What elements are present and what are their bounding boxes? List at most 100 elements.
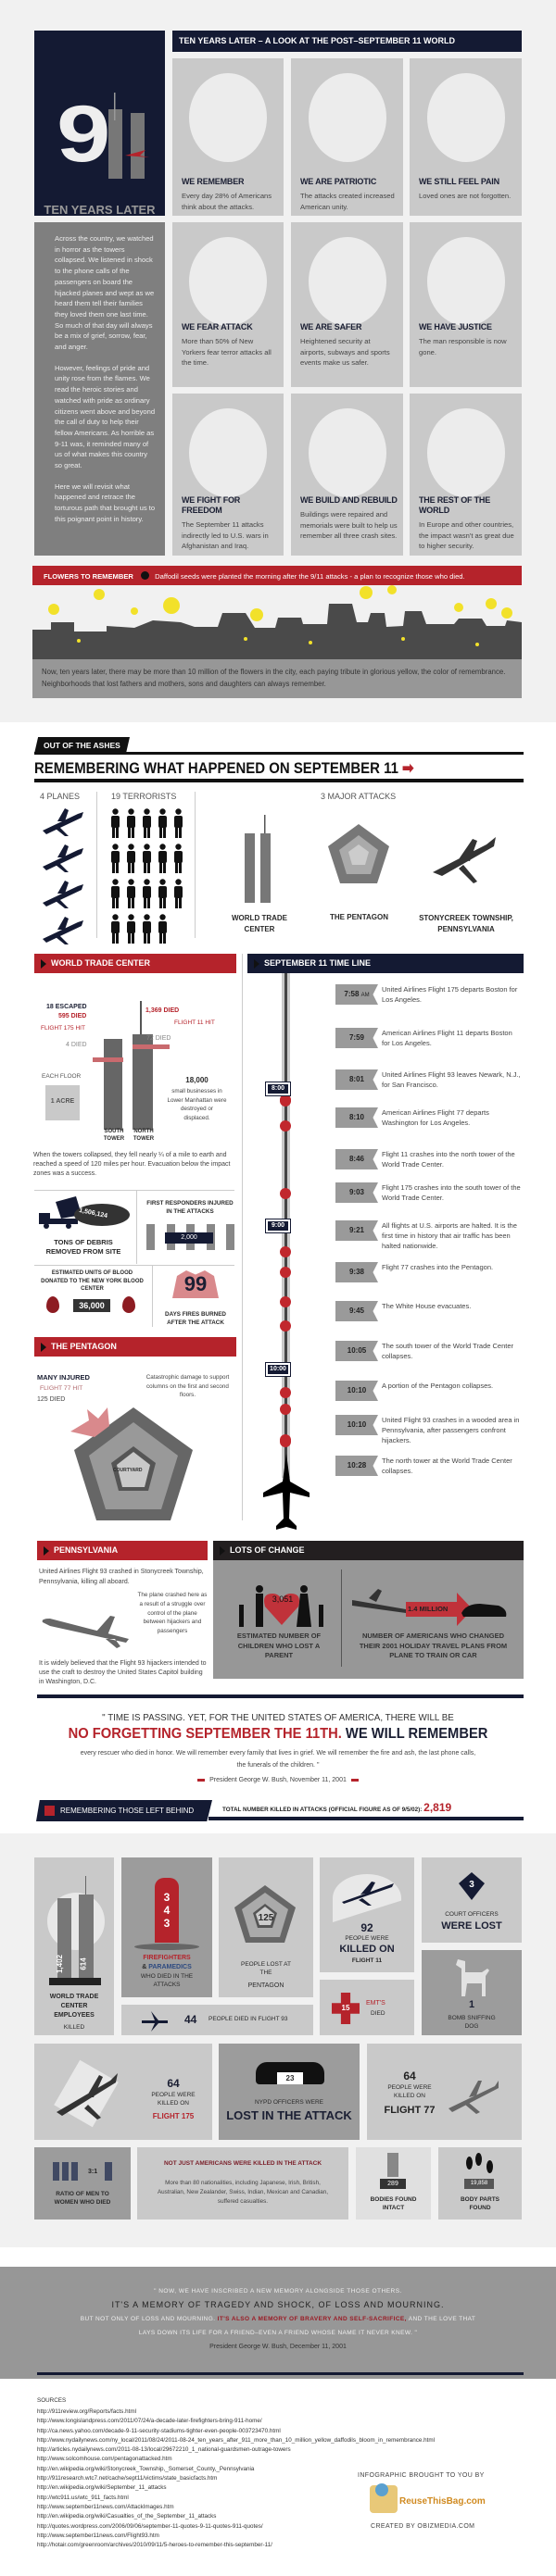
timeline-dot [280, 1120, 291, 1132]
medical-cross-icon: 15 [332, 1993, 360, 2024]
tile-emts: 15 EMT'S DIED [320, 1980, 414, 2035]
tile-body-parts: 19,858 BODY PARTS FOUND [438, 2147, 522, 2220]
flowers-caption: Daffodil seeds were planted the morning … [155, 572, 465, 581]
twin-towers-icon [245, 815, 271, 903]
blood-drop-icon [46, 1296, 59, 1313]
businesses-value: 18,000 [185, 1076, 208, 1084]
thinking-person-icon [189, 73, 267, 162]
source-link[interactable]: http://911research.wtc7.net/cache/sept11… [37, 2475, 218, 2482]
fires-label: DAYS FIRES BURNED AFTER THE ATTACK [165, 1311, 226, 1326]
source-link[interactable]: http://en.wikipedia.org/wiki/Casualties_… [37, 2513, 217, 2520]
source-link[interactable]: http://wtc911.us/wtc_911_facts.html [37, 2494, 129, 2501]
person-icon [143, 914, 151, 944]
plane-icon [342, 1882, 394, 1906]
plane-icon [43, 844, 83, 872]
card-we-fear-attack: WE FEAR ATTACK More than 50% of New York… [172, 222, 284, 387]
footprints-icon [462, 2153, 498, 2175]
intro-header: TEN YEARS LATER – A LOOK AT THE POST–SEP… [172, 31, 522, 52]
family-heart-icon [239, 1585, 323, 1627]
source-link[interactable]: http://articles.nydailynews.com/2011-08-… [37, 2446, 291, 2454]
flowers-text: Now, ten years later, there may be more … [32, 659, 522, 698]
dog-icon [456, 1959, 489, 1996]
blood-label: ESTIMATED UNITS OF BLOOD DONATED TO THE … [41, 1270, 144, 1292]
woman-icon [105, 2162, 112, 2181]
person-icon [158, 914, 167, 944]
card-we-build-and-rebuild: WE BUILD AND REBUILD Buildings were repa… [291, 394, 403, 556]
source-link[interactable]: http://www.longislandpress.com/2011/07/2… [37, 2418, 262, 2425]
person-icon [158, 879, 167, 908]
timeline-time: 9:45 [335, 1301, 378, 1321]
timeline-dot [280, 1267, 291, 1278]
attacks-label: 3 MAJOR ATTACKS [321, 792, 397, 801]
security-gate-icon [308, 237, 386, 326]
svg-text:9: 9 [57, 90, 110, 179]
arrow-box-icon [44, 1806, 55, 1816]
timeline-dot [280, 1296, 291, 1307]
timeline-event: All flights at U.S. airports are halted.… [382, 1221, 517, 1250]
tile-flight-11: 92 PEOPLE WERE KILLED ON FLIGHT 11 [320, 1857, 414, 1972]
timeline-time: 10:28 [335, 1456, 378, 1476]
timeline-header: SEPTEMBER 11 TIME LINE [247, 954, 524, 973]
source-link[interactable]: http://www.september11news.com/AttackIma… [37, 2503, 174, 2510]
source-link[interactable]: http://ca.news.yahoo.com/decade-9-11-sec… [37, 2427, 281, 2434]
south-died-below: 4 DIED [66, 1042, 87, 1048]
card-text: The attacks created increased American u… [300, 192, 395, 211]
source-link[interactable]: http://www.nydailynews.com/ny_local/2011… [37, 2436, 436, 2444]
rule [208, 1817, 524, 1820]
pa-text2: The plane crashed here as a result of a … [137, 1592, 208, 1635]
person-icon [127, 844, 135, 873]
person-icon [387, 2153, 398, 2177]
timeline-dot [280, 1387, 291, 1398]
timeline-time: 8:01 [335, 1069, 378, 1090]
pentagon-icon [328, 824, 389, 883]
card-text: More than 50% of New Yorkers fear terror… [182, 337, 272, 367]
children-label: ESTIMATED NUMBER OF CHILDREN WHO LOST A … [236, 1632, 322, 1659]
source-link[interactable]: http://en.wikipedia.org/wiki/September_1… [37, 2484, 167, 2492]
timeline-time: 9:38 [335, 1262, 378, 1282]
total-killed: TOTAL NUMBER KILLED IN ATTACKS (OFFICIAL… [222, 1801, 452, 1814]
source-link[interactable]: http://www.september11news.com/Flight93.… [37, 2532, 159, 2539]
fires-value: 99 [172, 1270, 219, 1298]
pentagon-damage-diagram [70, 1407, 193, 1520]
timeline-event: Flight 175 crashes into the south tower … [382, 1183, 521, 1202]
dash-icon [197, 1778, 206, 1782]
planes-label: 4 PLANES [40, 792, 81, 801]
timeline-event: American Airlines Flight 77 departs Wash… [382, 1108, 489, 1127]
rule [152, 1265, 153, 1327]
tile-flight-77: 64 PEOPLE WERE KILLED ON FLIGHT 77 [367, 2044, 522, 2140]
source-link[interactable]: http://quotes.wordpress.com/2006/09/06/s… [37, 2522, 263, 2530]
timeline-event: United Airlines Flight 175 departs Bosto… [382, 985, 518, 1004]
north-tower-label: NORTH TOWER [133, 1129, 155, 1142]
person-icon [174, 844, 183, 873]
sources-list: http://911review.org/Reports/facts.html h… [37, 2407, 435, 2550]
rule [34, 752, 524, 755]
timeline-time: 8:10 [335, 1107, 378, 1128]
timeline-time: 7:58 AM [335, 984, 378, 1005]
card-title: THE REST OF THE WORLD [419, 495, 491, 515]
source-link[interactable]: http://hotair.com/greenroom/archives/201… [37, 2542, 272, 2549]
credits-created: CREATED BY OBIZMEDIA.COM [371, 2523, 475, 2530]
plane-icon [142, 2011, 168, 2032]
tile-bodies: 289 BODIES FOUND INTACT [356, 2147, 431, 2220]
person-icon [127, 879, 135, 908]
card-the-rest-of-the-world: THE REST OF THE WORLD In Europe and othe… [410, 394, 522, 556]
source-link[interactable]: http://911review.org/Reports/facts.html [37, 2408, 136, 2415]
timeline-dot [280, 1320, 291, 1332]
people-icons [53, 2162, 78, 2181]
south-escaped: 18 ESCAPED [46, 1004, 87, 1010]
card-title: WE HAVE JUSTICE [419, 322, 492, 331]
north-hit: FLIGHT 11 HIT [174, 1019, 215, 1026]
card-title: WE FIGHT FOR FREEDOM [182, 495, 241, 515]
card-text: In Europe and other countries, the impac… [419, 520, 514, 550]
fire-hydrant-icon [155, 1878, 179, 1943]
quote-headline: NO FORGETTING SEPTEMBER THE 11TH. WE WIL… [68, 1726, 488, 1742]
total-killed-value: 2,819 [423, 1801, 452, 1814]
quote-attribution: President George W. Bush, November 11, 2… [0, 1776, 556, 1784]
source-link[interactable]: http://en.wikipedia.org/wiki/Stonycreek_… [37, 2465, 255, 2472]
dump-truck-debris-icon [39, 1196, 130, 1229]
children-value: 3,051 [272, 1594, 294, 1604]
tile-firefighters: 343 FIREFIGHTERS & PARAMEDICS WHO DIED I… [121, 1857, 212, 1997]
tools-icon [308, 408, 386, 497]
source-link[interactable]: http://www.solcomhouse.com/pentagonattac… [37, 2456, 172, 2463]
pentagon-hit: FLIGHT 77 HIT [40, 1385, 83, 1392]
